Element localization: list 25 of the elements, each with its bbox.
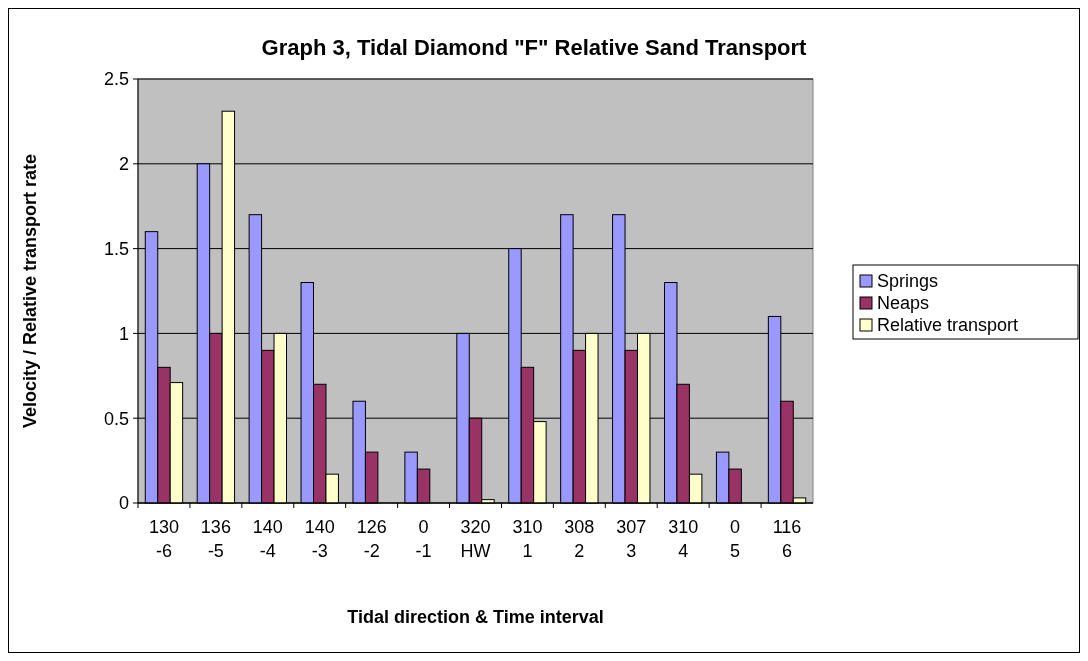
x-axis-title: Tidal direction & Time interval	[347, 607, 604, 627]
y-tick-label: 0	[118, 493, 129, 514]
x-tick-label: 140 -3	[304, 517, 335, 561]
x-tick-label: 0 5	[730, 517, 741, 561]
x-tick-label: 116 6	[772, 517, 802, 561]
x-tick-label: 310 4	[668, 517, 699, 561]
y-tick-label: 1	[118, 323, 129, 344]
y-axis-title: Velocity / Relative transport rate	[20, 153, 40, 429]
legend-label: Springs	[877, 271, 939, 292]
x-tick-label: 307 3	[616, 517, 647, 561]
x-tick-label: 310 1	[512, 517, 543, 561]
x-tick-label: 130 -6	[148, 517, 179, 561]
x-tick-label: 140 -4	[252, 517, 283, 561]
x-tick-label: 126 -2	[356, 517, 387, 561]
legend-label: Relative transport	[877, 315, 1019, 336]
legend-label: Neaps	[877, 293, 930, 314]
y-tick-label: 1.5	[103, 238, 129, 259]
x-tick-label: 136 -5	[200, 517, 231, 561]
chart-title: Graph 3, Tidal Diamond "F" Relative Sand Transport	[261, 35, 808, 60]
y-tick-label: 2.5	[103, 69, 129, 90]
y-tick-label: 2	[118, 154, 129, 175]
x-tick-label: 0 -1	[415, 517, 432, 561]
x-tick-label: 308 2	[564, 517, 595, 561]
y-tick-label: 0.5	[103, 408, 129, 429]
x-tick-label: 320 HW	[460, 517, 491, 561]
